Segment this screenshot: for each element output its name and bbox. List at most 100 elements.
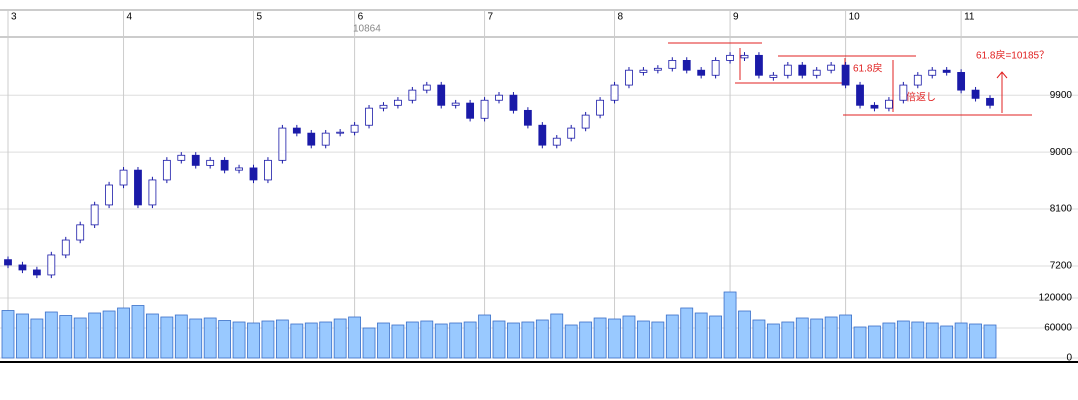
volume-bar [160,316,174,359]
annotation: 倍返し [906,91,936,104]
candle-body [899,84,908,101]
candle-body [870,104,879,109]
volume-bar [420,320,434,359]
candle-body [625,69,633,86]
volume-bar [925,322,939,359]
volume-bar [911,321,925,359]
volume-bar [824,316,838,359]
x-tick-label: 4 [127,12,133,23]
volume-bar [275,319,289,359]
candle-body [408,89,417,101]
annotation-lines [668,42,1032,116]
volume-bar [709,315,723,359]
candle-body [134,169,142,206]
volume-bar [290,323,304,359]
volume-bar [131,305,145,359]
candle-body [394,99,402,106]
candle-body [278,127,287,161]
volume-bar [564,324,578,359]
volume-bar [247,322,260,359]
volume-bar [579,321,593,359]
candle-body [610,84,619,101]
volume-bar [983,324,997,359]
annotation: 10864 [353,24,381,35]
candle-body [913,74,922,86]
x-tick-label: 7 [488,12,494,23]
volume-bar [174,314,188,359]
candle-body [148,179,157,206]
candle-body [682,60,691,71]
y-tick-label: 7200 [1050,261,1073,272]
candle-body [292,127,301,134]
volume-bar [896,320,910,359]
volume-bar [940,325,954,359]
candle-body [928,69,937,76]
candle-body [509,94,518,111]
candle-body [755,54,763,76]
volume-bar [348,316,361,359]
candle-body [307,132,316,146]
volume-bar [362,327,376,359]
candle-body [162,159,171,181]
volume-bar [304,322,318,359]
candle-body [220,159,229,171]
x-tick-label: 5 [257,12,263,23]
volume-bar [680,307,694,359]
candle-body [653,67,662,71]
candle-body [495,94,503,101]
y2-tick-label: 0 [1066,353,1072,364]
volume-bar [665,314,679,359]
candle-body [596,99,604,116]
volume-bar [954,322,968,359]
candle-body [711,60,720,76]
candle-body [783,64,792,76]
volume-bar [463,321,477,359]
y2-tick-label: 60000 [1044,323,1072,334]
volume-bar [839,314,852,359]
annotation: 61.8戻 [853,62,882,75]
volume-bar [434,323,448,359]
x-tick-label: 11 [964,12,975,23]
volume-bar [550,313,564,359]
annotation-arrow [996,71,1008,79]
candle-body [841,64,850,86]
x-tick-label: 3 [11,12,17,23]
volume-bar [694,312,708,359]
candle-body [61,239,70,256]
candle-body [798,64,807,76]
candle-body [986,97,994,106]
candle-body [365,107,373,126]
y2-tick-label: 120000 [1039,293,1073,304]
volume-bar [102,310,116,359]
volume-bar [73,317,87,359]
volume-bar [593,317,607,359]
volume-bar [232,321,246,359]
volume-bar [117,307,130,359]
x-tick-label: 8 [618,12,624,23]
candle-body [47,254,56,276]
volume-bar [738,310,751,359]
volume-bar [478,314,491,359]
candle-body [480,99,489,119]
candle-body [740,54,749,59]
volume-bar [608,318,621,359]
candle-body [581,114,590,129]
volume-bar [766,323,780,359]
volume-bar [405,321,419,359]
candle-body [249,167,258,181]
volume-bar [88,312,102,359]
candle-body [523,109,532,126]
volume-bar [146,313,159,359]
candle-body [957,72,966,91]
candle-body [422,84,431,91]
candle-body [538,124,547,146]
y-tick-label: 9000 [1050,147,1073,158]
candle-body [812,69,821,76]
volume-bar [882,322,896,359]
candle-body [235,167,243,171]
candle-body [639,69,648,73]
candle-body [105,184,113,206]
candle-body [18,264,27,271]
candle-body [76,224,85,241]
candle-body [856,84,864,106]
